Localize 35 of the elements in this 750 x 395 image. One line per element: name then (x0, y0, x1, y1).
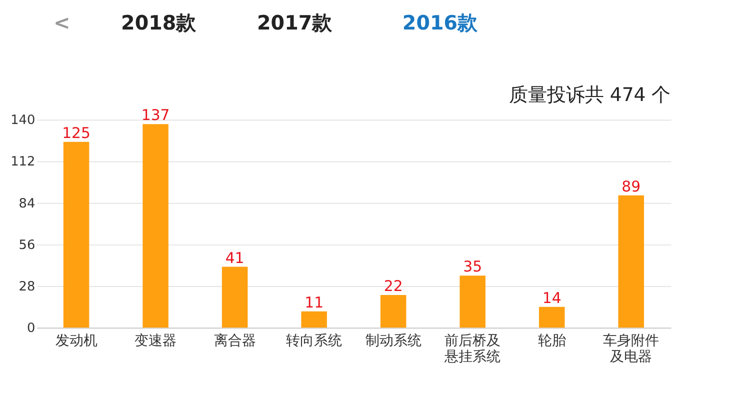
data-label: 11 (304, 293, 324, 312)
data-label: 14 (542, 288, 562, 307)
bar (142, 124, 168, 328)
data-label: 22 (384, 277, 403, 296)
x-tick-label: 变速器 (134, 333, 177, 350)
text: 2018款 (121, 11, 198, 34)
y-tick-label: 0 (26, 321, 36, 336)
data-label: 35 (463, 258, 482, 276)
bar (460, 276, 486, 328)
x-tick-label: 前后桥及悬挂系统 (444, 333, 501, 365)
x-tick-label: 发动机 (55, 333, 98, 350)
x-tick-label: 轮胎 (538, 333, 566, 350)
bar (301, 311, 327, 328)
x-tick-label: 转向系统 (286, 333, 342, 350)
bar (63, 142, 90, 328)
data-label: 41 (225, 248, 244, 267)
bar (222, 266, 248, 328)
text: < (54, 11, 70, 34)
data-label: 137 (141, 106, 170, 124)
y-tick-label: 112 (10, 154, 36, 170)
bar (538, 306, 565, 328)
x-tick-label: 制动系统 (365, 333, 422, 350)
y-tick-label: 140 (10, 113, 36, 128)
bar (618, 195, 644, 328)
data-label: 125 (62, 124, 90, 142)
data-label: 89 (622, 177, 641, 196)
text: 2016款 (402, 11, 479, 34)
x-tick-label: 离合器 (214, 333, 256, 350)
y-tick-label: 28 (18, 280, 36, 295)
chart-title: 质量投诉共 474 个 (508, 84, 671, 106)
y-tick-label: 56 (18, 238, 36, 253)
bar (380, 294, 406, 328)
text: 2017款 (257, 11, 334, 34)
y-tick-label: 84 (18, 196, 36, 212)
x-tick-label: 车身附件及电器 (603, 333, 660, 365)
